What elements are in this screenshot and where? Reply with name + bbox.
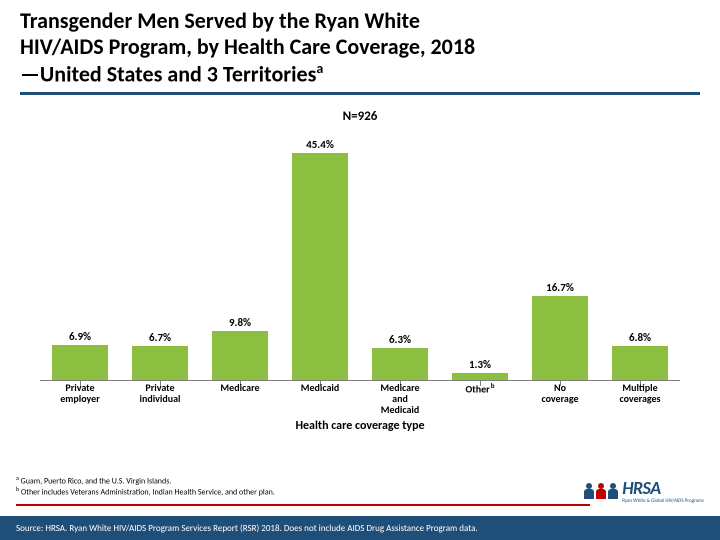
bar [612,346,668,380]
bar-group: 45.4% [283,138,357,380]
logo-text-block: HRSA Ryan White & Global HIV/AIDS Progra… [622,477,704,504]
bar-group: 1.3% [443,358,517,380]
logo-person-icon [608,483,618,499]
title-line2: HIV/AIDS Program, by Health Care Coverag… [20,33,475,60]
bar-value-label: 6.9% [69,330,91,343]
bar [532,296,588,380]
x-category-label: Nocoverage [523,382,597,415]
bar [372,348,428,380]
logo-text: HRSA [622,477,704,499]
logo-person-icon [596,483,606,499]
hrsa-logo: HRSA Ryan White & Global HIV/AIDS Progra… [584,477,704,504]
bar-group: 9.8% [203,316,277,380]
bar [292,153,348,380]
bar-group: 16.7% [523,281,597,380]
footnote-b: b Other includes Veterans Administration… [16,486,275,498]
x-category-label: MedicareandMedicaid [363,382,437,415]
footnotes: a Guam, Puerto Rico, and the U.S. Virgin… [16,475,275,498]
bar [132,346,188,380]
bar-value-label: 9.8% [229,316,251,329]
title-sup: a [316,60,323,77]
bar-group: 6.7% [123,331,197,380]
x-category-label: Medicaid [283,382,357,415]
logo-subtext: Ryan White & Global HIV/AIDS Programs [622,499,704,504]
bar-value-label: 6.8% [629,331,651,344]
footnote-a: a Guam, Puerto Rico, and the U.S. Virgin… [16,475,275,487]
bar [212,331,268,380]
x-category-label: Privateemployer [43,382,117,415]
bar-value-label: 1.3% [469,358,491,371]
logo-mark [584,483,618,499]
bar-group: 6.8% [603,331,677,380]
x-category-label: Multiplecoverages [603,382,677,415]
source-text: Source: HRSA. Ryan White HIV/AIDS Progra… [16,523,478,534]
page-title: Transgender Men Served by the Ryan White… [20,8,700,88]
x-category-label: Otherb [443,382,517,415]
title-line1: Transgender Men Served by the Ryan White [20,7,420,34]
bar-value-label: 45.4% [306,138,334,151]
x-category-label: Privateindividual [123,382,197,415]
n-label: N=926 [20,109,700,124]
bar-value-label: 16.7% [546,281,574,294]
bar-group: 6.9% [43,330,117,380]
x-labels-row: PrivateemployerPrivateindividualMedicare… [40,382,680,415]
bar-value-label: 6.7% [149,331,171,344]
x-category-label: Medicare [203,382,277,415]
bar-chart: N=926 6.9% 6.7% 9.8% 45.4% 6.3% 1.3% 16.7% 6.8%… [20,109,700,429]
bar-group: 6.3% [363,333,437,380]
title-block: Transgender Men Served by the Ryan White… [0,0,720,101]
logo-person-icon [584,483,594,499]
title-rule [20,92,700,95]
x-axis-title: Health care coverage type [20,419,700,433]
footnote-rule [16,504,590,506]
plot-area: 6.9% 6.7% 9.8% 45.4% 6.3% 1.3% 16.7% 6.8% [40,131,680,381]
bar [52,345,108,380]
title-line3: —United States and 3 Territories [20,60,316,87]
source-bar: Source: HRSA. Ryan White HIV/AIDS Progra… [0,516,720,540]
bar-value-label: 6.3% [389,333,411,346]
